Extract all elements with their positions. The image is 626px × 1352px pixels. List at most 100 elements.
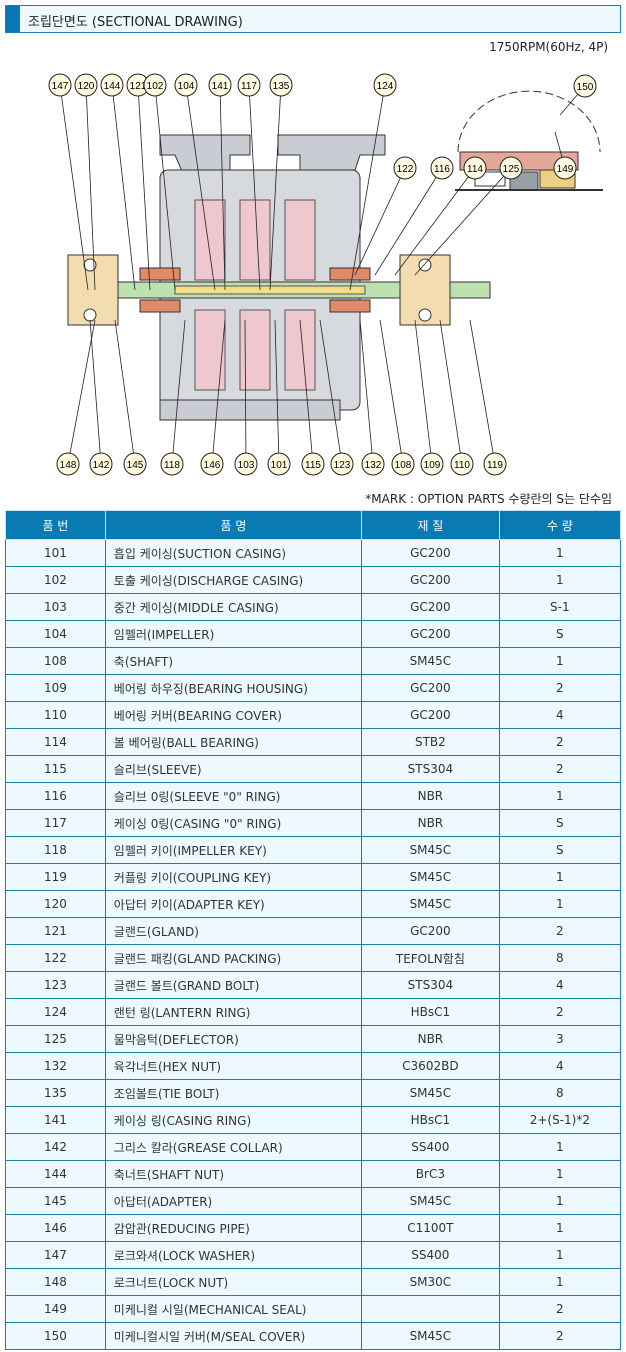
table-row: 109 베어링 하우징(BEARING HOUSING) GC200 2 xyxy=(5,674,622,702)
cell-quantity: 1 xyxy=(498,566,622,594)
cell-part-name: 케이싱 링(CASING RING) xyxy=(104,1106,363,1134)
callout-callouts_bottom: 142 xyxy=(89,319,113,476)
callout-callouts_right: 114 xyxy=(394,156,487,276)
callout-circle xyxy=(56,452,80,476)
callout-circle xyxy=(330,452,354,476)
callout-callouts_right: 116 xyxy=(374,156,454,276)
cell-part-name: 미케니컬시일 커버(M/SEAL COVER) xyxy=(104,1322,363,1350)
callout-callouts_right: 125 xyxy=(414,156,523,276)
cell-part-no: 121 xyxy=(5,917,106,945)
cell-part-name: 그리스 칼라(GREASE COLLAR) xyxy=(104,1133,363,1161)
cell-quantity: 1 xyxy=(498,1241,622,1269)
callout-circle xyxy=(499,156,523,180)
callout-callouts_top: 121 xyxy=(126,73,151,291)
cell-part-name: 글랜드(GLAND) xyxy=(104,917,363,945)
callout-callouts_top: 120 xyxy=(74,73,98,291)
leader-line xyxy=(414,167,512,276)
callout-circle xyxy=(483,452,507,476)
callout-circle xyxy=(89,452,113,476)
cell-part-name: 베어링 하우징(BEARING HOUSING) xyxy=(104,674,363,702)
cell-quantity: 1 xyxy=(498,1187,622,1215)
cell-quantity: 2 xyxy=(498,755,622,783)
callout-circle xyxy=(393,156,417,180)
leader-line xyxy=(244,319,247,465)
col-part-name: 품 명 xyxy=(104,510,363,540)
cell-part-name: 베어링 커버(BEARING COVER) xyxy=(104,701,363,729)
table-row: 110 베어링 커버(BEARING COVER) GC200 4 xyxy=(5,701,622,729)
callout-callouts_bottom: 146 xyxy=(200,319,226,476)
cell-part-name: 로크너트(LOCK NUT) xyxy=(104,1268,363,1296)
cell-quantity: 3 xyxy=(498,1025,622,1053)
title-accent xyxy=(6,6,20,32)
leader-line xyxy=(469,319,496,465)
cell-part-no: 145 xyxy=(5,1187,106,1215)
cell-quantity: S xyxy=(498,809,622,837)
callout-circle xyxy=(373,73,397,97)
cell-quantity: 2 xyxy=(498,1295,622,1323)
leader-line xyxy=(114,319,136,465)
cell-quantity: 1 xyxy=(498,863,622,891)
table-header-row: 품 번 품 명 재 질 수 량 xyxy=(5,510,622,540)
leader-line xyxy=(319,319,343,465)
leader-line xyxy=(354,167,406,276)
callout-label: 101 xyxy=(271,460,288,471)
leader-line xyxy=(171,319,186,465)
cell-part-no: 150 xyxy=(5,1322,106,1350)
cell-part-name: 아답터(ADAPTER) xyxy=(104,1187,363,1215)
pump-body xyxy=(67,134,491,421)
leader-line xyxy=(89,319,102,465)
cell-material: C1100T xyxy=(361,1214,500,1242)
cell-quantity: 1 xyxy=(498,782,622,810)
callout-label: 125 xyxy=(503,164,520,175)
callout-callouts_bottom: 123 xyxy=(319,319,354,476)
cell-part-name: 임펠러 키이(IMPELLER KEY) xyxy=(104,836,363,864)
table-row: 103 중간 케이싱(MIDDLE CASING) GC200 S-1 xyxy=(5,593,622,621)
callout-circle xyxy=(143,73,167,97)
table-row: 148 로크너트(LOCK NUT) SM30C 1 xyxy=(5,1268,622,1296)
cell-part-name: 케이싱 0링(CASING "0" RING) xyxy=(104,809,363,837)
callout-callouts_bottom: 110 xyxy=(439,319,474,476)
cell-part-name: 아답터 키이(ADAPTER KEY) xyxy=(104,890,363,918)
callout-label: 141 xyxy=(212,81,229,92)
cell-quantity: 2 xyxy=(498,728,622,756)
callout-circle xyxy=(48,73,72,97)
callout-callouts_detail: 149 xyxy=(553,131,577,180)
leader-line xyxy=(154,84,176,291)
cell-quantity: S xyxy=(498,620,622,648)
cell-material: STS304 xyxy=(361,971,500,999)
table-row: 116 슬리브 0링(SLEEVE "0" RING) NBR 1 xyxy=(5,782,622,810)
cell-quantity: S xyxy=(498,836,622,864)
table-row: 150 미케니컬시일 커버(M/SEAL COVER) SM45C 2 xyxy=(5,1322,622,1350)
cell-quantity: S-1 xyxy=(498,593,622,621)
callout-label: 149 xyxy=(557,164,574,175)
cell-part-no: 123 xyxy=(5,971,106,999)
cell-quantity: 4 xyxy=(498,971,622,999)
callout-label: 109 xyxy=(424,460,441,471)
cell-material: NBR xyxy=(361,809,500,837)
col-material: 재 질 xyxy=(361,510,500,540)
cell-part-no: 115 xyxy=(5,755,106,783)
callout-callouts_bottom: 118 xyxy=(160,319,186,476)
cell-material: GC200 xyxy=(361,593,500,621)
cell-part-no: 132 xyxy=(5,1052,106,1080)
callout-circle xyxy=(301,452,325,476)
cell-material: NBR xyxy=(361,1025,500,1053)
cell-part-no: 148 xyxy=(5,1268,106,1296)
cell-material: GC200 xyxy=(361,701,500,729)
cell-material: HBsC1 xyxy=(361,1106,500,1134)
cell-material: SM30C xyxy=(361,1268,500,1296)
callout-label: 114 xyxy=(467,164,483,175)
cell-material: BrC3 xyxy=(361,1160,500,1188)
leader-line xyxy=(211,319,226,465)
callout-label: 119 xyxy=(487,460,503,471)
cell-part-name: 슬리브 0링(SLEEVE "0" RING) xyxy=(104,782,363,810)
cell-part-no: 125 xyxy=(5,1025,106,1053)
table-row: 146 감압관(REDUCING PIPE) C1100T 1 xyxy=(5,1214,622,1242)
cell-quantity: 2+(S-1)*2 xyxy=(498,1106,622,1134)
callouts: 147 120 144 121 102 104 141 117 135 124 122 116 114 1… xyxy=(48,73,597,476)
callout-label: 103 xyxy=(238,460,255,471)
cell-part-name: 조임볼트(TIE BOLT) xyxy=(104,1079,363,1107)
cell-part-no: 109 xyxy=(5,674,106,702)
cell-part-no: 144 xyxy=(5,1160,106,1188)
callout-label: 123 xyxy=(334,460,351,471)
